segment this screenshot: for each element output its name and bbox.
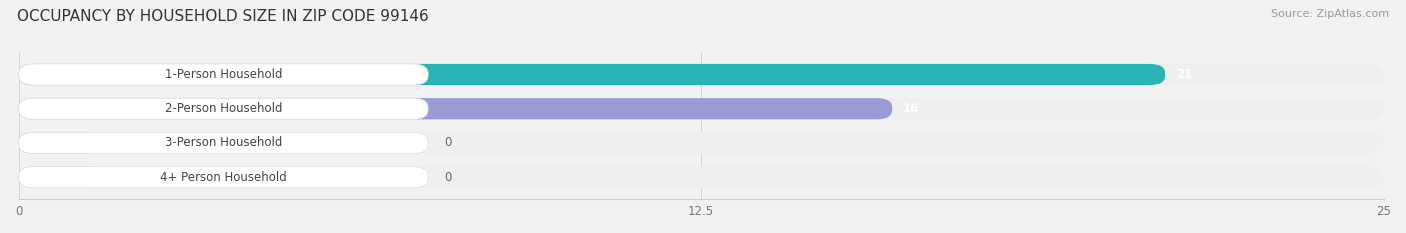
Text: 0: 0 [444, 171, 451, 184]
FancyBboxPatch shape [18, 167, 1384, 188]
FancyBboxPatch shape [18, 98, 429, 119]
Text: Source: ZipAtlas.com: Source: ZipAtlas.com [1271, 9, 1389, 19]
Text: 1-Person Household: 1-Person Household [165, 68, 283, 81]
Text: 4+ Person Household: 4+ Person Household [160, 171, 287, 184]
FancyBboxPatch shape [18, 98, 893, 119]
FancyBboxPatch shape [18, 64, 429, 85]
Text: 16: 16 [903, 102, 920, 115]
FancyBboxPatch shape [18, 132, 429, 154]
FancyBboxPatch shape [18, 167, 429, 188]
Text: 21: 21 [1175, 68, 1192, 81]
FancyBboxPatch shape [18, 64, 1384, 85]
Text: 3-Person Household: 3-Person Household [165, 137, 283, 150]
Text: 0: 0 [444, 137, 451, 150]
Text: OCCUPANCY BY HOUSEHOLD SIZE IN ZIP CODE 99146: OCCUPANCY BY HOUSEHOLD SIZE IN ZIP CODE … [17, 9, 429, 24]
FancyBboxPatch shape [18, 167, 101, 188]
FancyBboxPatch shape [18, 132, 101, 154]
FancyBboxPatch shape [18, 64, 1166, 85]
FancyBboxPatch shape [18, 98, 1384, 119]
FancyBboxPatch shape [18, 132, 1384, 154]
Text: 2-Person Household: 2-Person Household [165, 102, 283, 115]
